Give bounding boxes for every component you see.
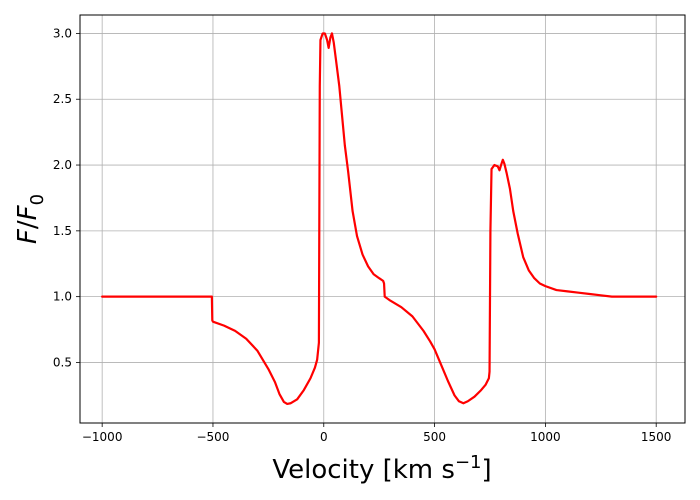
y-tick-label: 2.0 (53, 158, 72, 172)
y-axis-label: F/F0 (13, 194, 48, 244)
plot-frame (79, 14, 686, 424)
x-tick-label: 500 (423, 430, 446, 444)
y-tick-label: 1.0 (53, 290, 72, 304)
plot-area (80, 15, 685, 423)
x-tick-label: 1500 (641, 430, 672, 444)
x-tick-label: 0 (320, 430, 328, 444)
y-tick-label: 1.5 (53, 224, 72, 238)
x-tick-label: −1000 (82, 430, 123, 444)
y-tick-label: 0.5 (53, 355, 72, 369)
axis-ticks: −1000 −500 0 500 1000 1500 0.5 1.0 1.5 2.0 2.5 3.0 (53, 26, 672, 444)
y-tick-label: 3.0 (53, 26, 72, 40)
x-tick-label: 1000 (530, 430, 561, 444)
y-tick-label: 2.5 (53, 92, 72, 106)
series-line (101, 32, 658, 406)
series-layer (101, 32, 658, 406)
x-axis-label: Velocity [km s−1] (272, 452, 491, 485)
x-tick-label: −500 (196, 430, 229, 444)
